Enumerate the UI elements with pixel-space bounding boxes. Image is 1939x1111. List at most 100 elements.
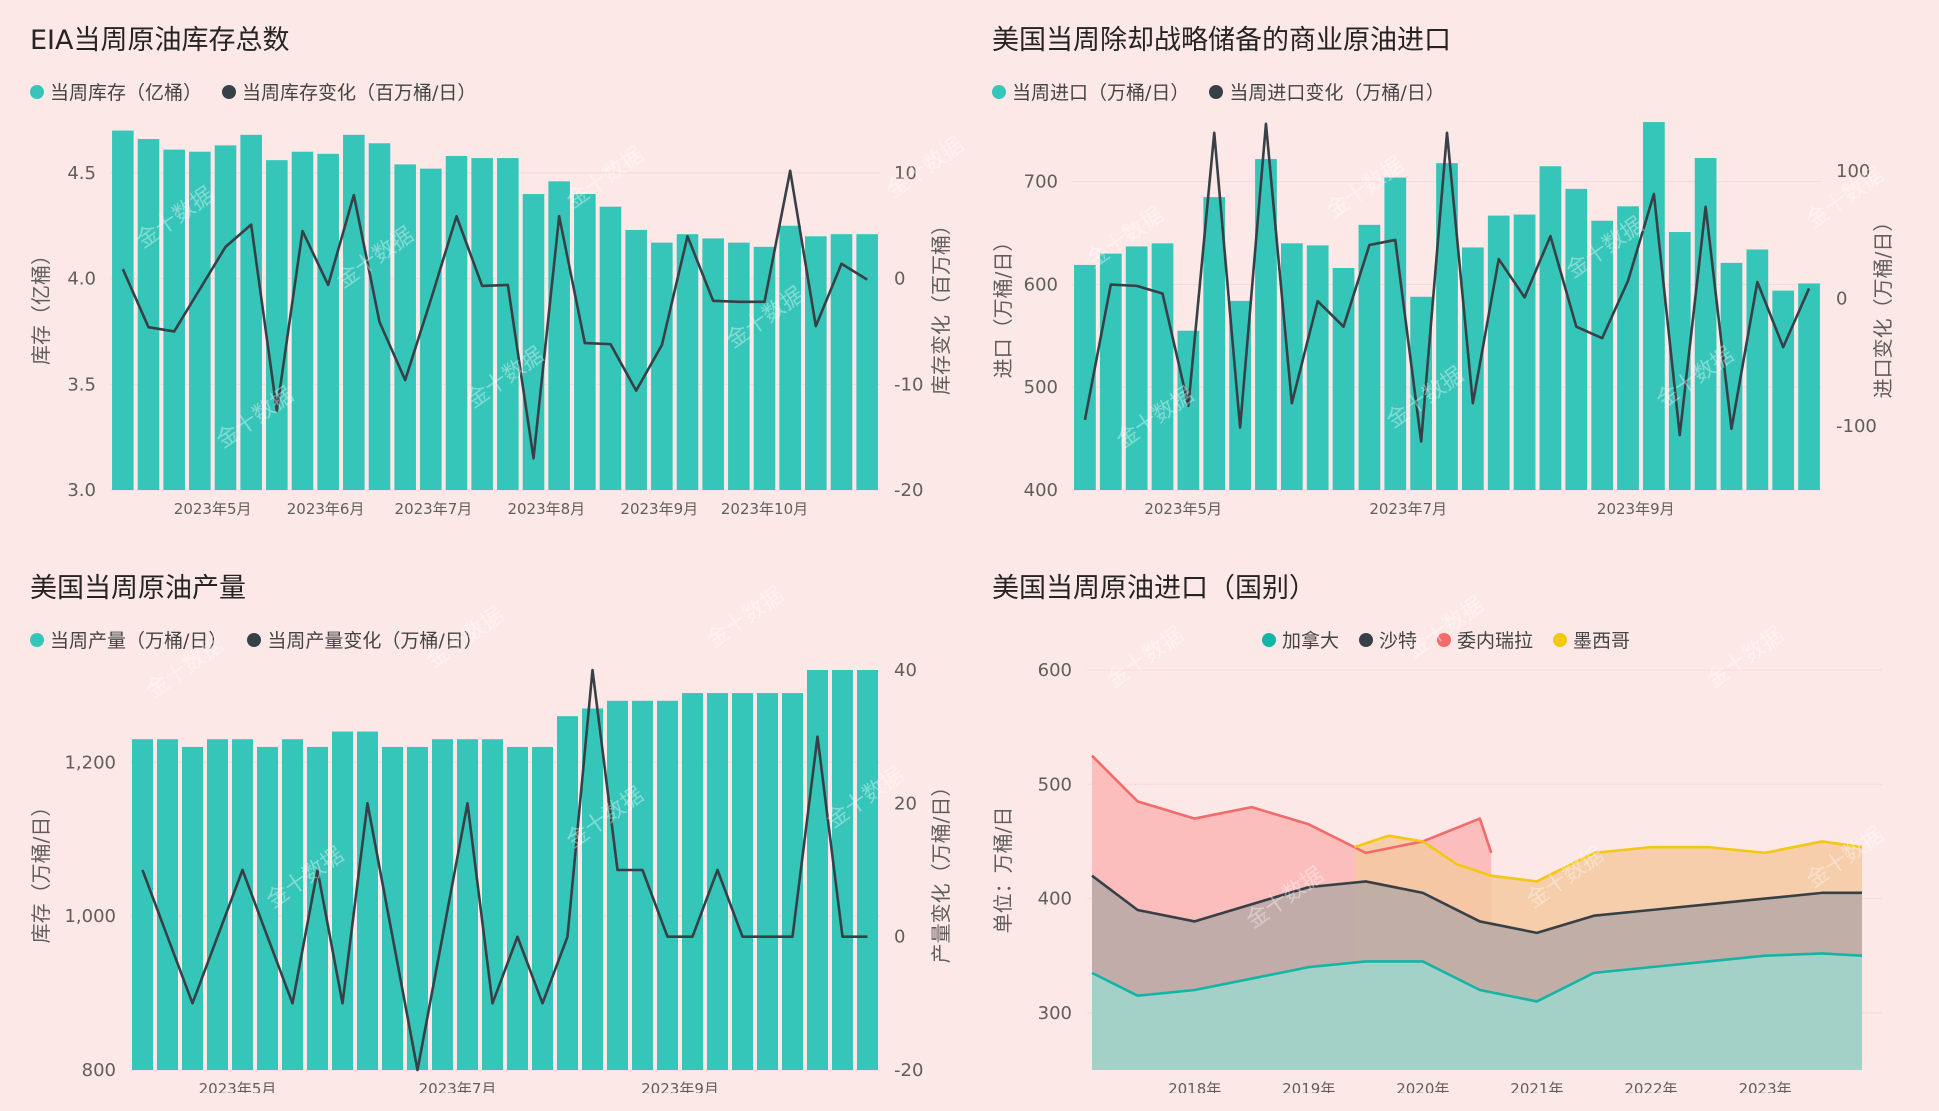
y2-tick-label: -10 — [894, 374, 923, 395]
x-tick-label: 2018年 — [1168, 1080, 1221, 1093]
bar — [1617, 206, 1639, 491]
series-line-加拿大 — [1091, 952, 1863, 1003]
x-tick-label: 2023年9月 — [620, 500, 698, 518]
legend-item[interactable]: 当周产量变化（万桶/日） — [247, 626, 483, 653]
bar — [1358, 224, 1381, 491]
x-tick-label: 2021年 — [1510, 1080, 1563, 1093]
y-tick-label: 600 — [1038, 660, 1072, 681]
bar — [599, 206, 622, 490]
y2-tick-label: 40 — [894, 660, 917, 681]
bar — [407, 746, 428, 1070]
bar — [532, 746, 553, 1070]
y-tick-label: 300 — [1038, 1003, 1072, 1024]
bar — [1668, 232, 1691, 490]
bar — [1177, 330, 1200, 490]
legend-item[interactable]: 当周库存（亿桶） — [30, 78, 202, 105]
chart-legend: 当周进口（万桶/日） 当周进口变化（万桶/日） — [992, 78, 1445, 105]
legend-label: 墨西哥 — [1573, 630, 1631, 652]
legend-label: 委内瑞拉 — [1457, 630, 1534, 652]
bar — [307, 746, 328, 1070]
bar — [1694, 158, 1717, 490]
y2-tick-label: -20 — [894, 480, 923, 501]
y2-tick-label: 0 — [1836, 289, 1847, 310]
legend-dot-icon — [1262, 632, 1276, 647]
bar — [732, 693, 753, 1070]
legend-item[interactable]: 沙特 — [1359, 626, 1417, 653]
bar — [257, 746, 278, 1070]
bar — [343, 134, 365, 491]
bar — [782, 693, 803, 1070]
bar — [1772, 290, 1795, 490]
bar — [1591, 220, 1614, 490]
bar — [157, 739, 178, 1070]
panel-title: 美国当周原油产量 — [30, 573, 246, 604]
bar — [207, 739, 228, 1070]
bar — [1643, 122, 1665, 491]
bar — [1798, 283, 1820, 490]
legend-item[interactable]: 当周进口变化（万桶/日） — [1209, 78, 1445, 105]
y-tick-label: 400 — [1038, 889, 1072, 910]
y-tick-label: 4.5 — [67, 163, 96, 184]
legend-label: 当周产量（万桶/日） — [50, 630, 228, 652]
y-tick-label: 1,000 — [64, 906, 116, 927]
y2-axis-title: 库存变化（百万桶） — [929, 215, 953, 395]
chart-inventory[interactable]: 3.0 3.5 4.0 4.5 -20 -10 0 10 2023年5月 2023年6月 2023年… — [0, 0, 960, 545]
bar — [182, 746, 203, 1070]
legend-item[interactable]: 当周产量（万桶/日） — [30, 626, 227, 653]
bar — [1565, 188, 1588, 490]
x-tick-label: 2023年9月 — [641, 1080, 719, 1093]
bar — [702, 238, 724, 490]
bar — [189, 151, 211, 490]
legend-dot-icon — [247, 632, 262, 647]
bar — [625, 229, 647, 490]
legend-label: 当周库存（亿桶） — [50, 82, 203, 104]
y-tick-label: 1,200 — [64, 752, 116, 773]
chart-legend: 加拿大 沙特 委内瑞拉 墨西哥 — [1262, 626, 1630, 653]
bar — [607, 700, 628, 1070]
y-axis-title: 单位：万桶/日 — [991, 807, 1015, 934]
y2-tick-label: 0 — [894, 269, 905, 290]
bar — [657, 700, 678, 1070]
bar — [779, 225, 801, 490]
y-tick-label: 500 — [1038, 774, 1072, 795]
area-加拿大 — [1092, 953, 1862, 1070]
bar — [214, 145, 237, 490]
bar — [266, 160, 288, 490]
bar — [163, 149, 185, 490]
legend-label: 当周进口（万桶/日） — [1012, 82, 1190, 104]
y2-axis-title: 产量变化（万桶/日） — [929, 777, 953, 964]
x-tick-label: 2022年 — [1624, 1080, 1677, 1093]
bar — [757, 693, 778, 1070]
legend-label: 沙特 — [1379, 630, 1418, 652]
bar — [557, 716, 578, 1070]
legend-dot-icon — [30, 632, 44, 647]
bar — [582, 708, 603, 1070]
bar — [432, 739, 453, 1070]
bar — [1125, 246, 1148, 490]
chart-imports[interactable]: 400 500 600 700 -100 0 100 2023年5月 2023年7月 2023年9… — [962, 0, 1922, 545]
bar — [137, 139, 160, 490]
legend-dot-icon — [1209, 84, 1224, 99]
chart-imports-by-country[interactable]: 300 400 500 600 2018年 2019年 2020年 2021年 2022年 202… — [962, 548, 1922, 1093]
y-tick-label: 3.5 — [67, 374, 96, 395]
panel-inventory: 3.0 3.5 4.0 4.5 -20 -10 0 10 2023年5月 2023年6月 2023年… — [0, 0, 960, 545]
bar — [457, 739, 478, 1070]
x-tick-label: 2019年 — [1282, 1080, 1335, 1093]
legend-item[interactable]: 委内瑞拉 — [1437, 626, 1533, 653]
legend-item[interactable]: 当周库存变化（百万桶/日） — [222, 78, 476, 105]
panel-imports-by-country: 300 400 500 600 2018年 2019年 2020年 2021年 2022年 202… — [962, 548, 1922, 1093]
series-line — [121, 169, 868, 460]
bar — [1229, 300, 1251, 490]
y2-tick-label: 100 — [1836, 161, 1870, 182]
chart-production[interactable]: 800 1,000 1,200 -20 0 20 40 2023年5月 2023年7月 2023年… — [0, 548, 960, 1093]
legend-item[interactable]: 当周进口（万桶/日） — [992, 78, 1189, 105]
bar — [332, 731, 353, 1070]
y2-tick-label: 0 — [894, 927, 905, 948]
bar — [1306, 245, 1329, 490]
legend-item[interactable]: 墨西哥 — [1553, 626, 1630, 653]
legend-item[interactable]: 加拿大 — [1262, 626, 1339, 653]
y2-tick-label: 20 — [894, 793, 917, 814]
x-tick-label: 2020年 — [1396, 1080, 1449, 1093]
legend-dot-icon — [992, 84, 1006, 99]
